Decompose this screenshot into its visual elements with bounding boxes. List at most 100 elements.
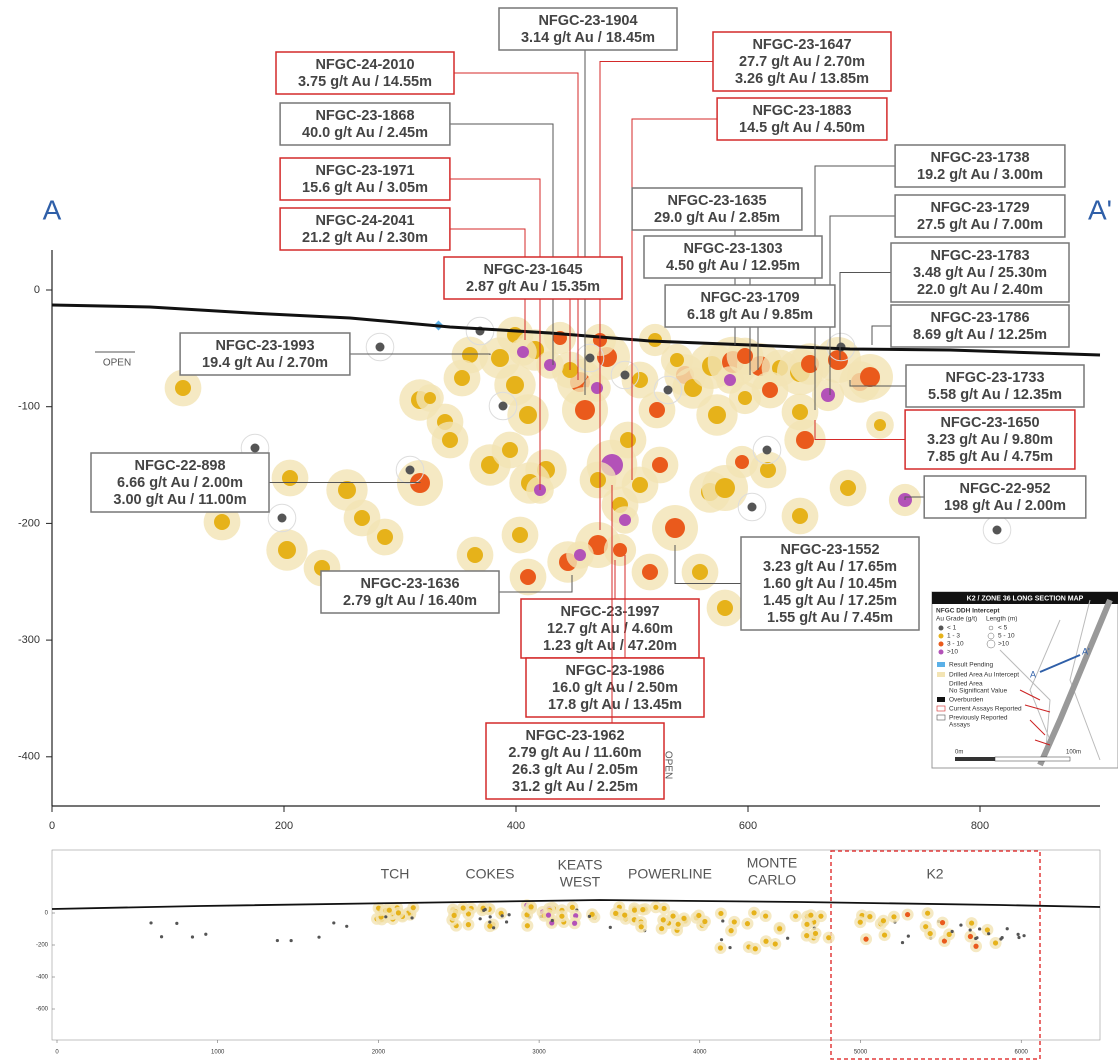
overview-intercept [631,907,638,913]
zone-label: MONTE [747,855,798,871]
legend-label: Assays [949,722,971,729]
intercept [502,442,518,458]
y-tick-label: -300 [18,634,40,646]
x-tick-label: 600 [739,820,757,832]
overview-intercept [923,924,929,930]
overview-intercept [1022,934,1026,938]
legend-swatch [986,639,996,649]
overview-intercept [717,945,724,951]
intercept [175,380,191,396]
overview-intercept [573,913,579,919]
overview-intercept [465,911,472,917]
legend-label: >10 [947,649,958,656]
y-tick-label: -600 [36,1007,49,1013]
legend-swatch [938,649,944,655]
callout-text: NFGC-22-898 [134,458,225,474]
intercept-halo [610,360,640,390]
leader-line [871,325,891,345]
callout-text: 4.50 g/t Au / 12.95m [666,258,800,274]
callout-text: NFGC-23-1709 [700,290,799,306]
intercept [481,456,499,474]
overview-intercept [465,922,471,928]
overburden-line [51,303,1101,357]
overview-intercept [395,910,402,916]
overview-intercept [927,930,933,937]
overview-intercept [946,931,952,937]
legend: K2 / ZONE 36 LONG SECTION MAP NFGC DDH I… [931,591,1118,769]
leader-line [349,353,491,355]
intercept [642,564,658,580]
overview-intercept [900,940,905,945]
overview-intercept [696,912,702,919]
overview-intercept [939,920,946,926]
overview-intercept [483,907,487,912]
legend-title: K2 / ZONE 36 LONG SECTION MAP [967,595,1084,602]
legend-frame [931,591,1118,769]
intercept [520,569,536,585]
intercept-halo [395,455,425,485]
callout-text: NFGC-23-1883 [752,103,851,119]
overview-intercept [777,926,783,932]
overview-intercept [973,943,979,949]
callout-text: 198 g/t Au / 2.00m [944,498,1066,514]
intercept [462,347,478,363]
intercept [278,541,296,559]
intercept [762,382,778,398]
y-tick-label: 0 [45,911,49,917]
intercept [747,502,757,512]
zone-label: K2 [926,866,943,882]
overview-intercept [638,924,644,930]
overview-intercept [545,912,552,918]
intercept [619,514,631,526]
callout-text: 40.0 g/t Au / 2.45m [302,125,428,141]
callout-text: 27.5 g/t Au / 7.00m [917,217,1043,233]
intercept [692,564,708,580]
intercept-halo [365,332,395,362]
callout-text: NFGC-23-1786 [930,310,1029,326]
callout-text: 17.8 g/t Au / 13.45m [548,697,682,713]
intercept [588,535,608,555]
overview-intercept [992,940,999,946]
leader-line [499,575,573,593]
scale-label: 0m [955,750,963,756]
callout-text: NFGC-23-1303 [683,241,782,257]
overview-intercept [524,923,530,929]
overview-intercept [906,934,910,938]
overview-intercept [867,914,873,920]
overview-intercept [384,915,388,919]
leader-line [829,215,896,395]
overview-intercept [488,920,492,924]
overview-intercept [808,912,814,918]
overview-intercept [550,918,554,923]
callout-box [664,284,836,328]
overview-intercept [478,917,482,921]
intercept [724,374,736,386]
callout-text: NFGC-23-1729 [930,200,1029,216]
callout-box [279,157,451,201]
callout-text: 2.79 g/t Au / 16.40m [343,593,477,609]
intercept-halo [267,503,297,533]
callout-text: 7.85 g/t Au / 4.75m [927,449,1053,465]
intercept [424,392,436,404]
overview-intercept [763,913,769,919]
callout-text: 3.48 g/t Au / 25.30m [913,265,1047,281]
callout-box [631,187,803,231]
callout-box [905,364,1085,408]
callout-text: 3.23 g/t Au / 17.65m [763,559,897,575]
leader-line [449,228,526,340]
overview-intercept [190,935,195,939]
map-drillholes [1019,689,1051,746]
legend-label: 1 - 3 [947,633,960,640]
callout-text: 12.7 g/t Au / 4.60m [547,621,673,637]
intercept [377,529,393,545]
zone-label: COKES [465,866,514,882]
overview-intercept [793,913,799,919]
y-tick-label: -200 [18,517,40,529]
callout-text: 19.2 g/t Au / 3.00m [917,167,1043,183]
overview-intercept [904,911,911,918]
callout-text: NFGC-23-1645 [483,262,582,278]
callout-box [890,304,1070,348]
legend-swatch [936,705,946,712]
callout-text: NFGC-23-1971 [315,163,414,179]
overview-intercept [974,936,978,941]
